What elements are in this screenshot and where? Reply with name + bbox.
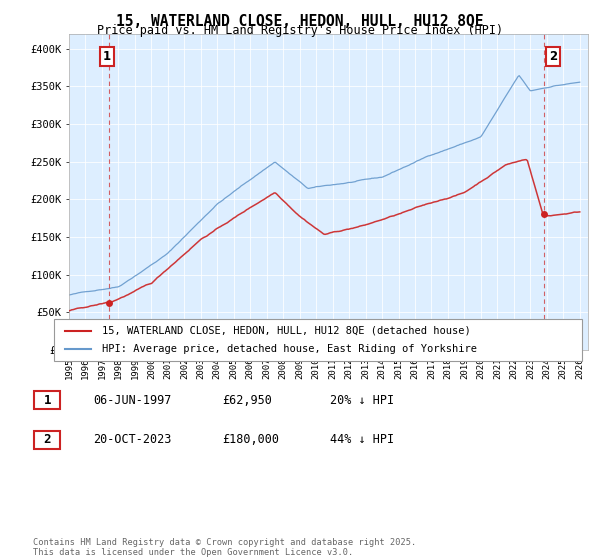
Text: £180,000: £180,000 [222, 433, 279, 446]
FancyBboxPatch shape [54, 319, 582, 361]
Text: 06-JUN-1997: 06-JUN-1997 [93, 394, 172, 407]
FancyBboxPatch shape [34, 391, 61, 409]
Text: HPI: Average price, detached house, East Riding of Yorkshire: HPI: Average price, detached house, East… [101, 344, 476, 354]
Text: 15, WATERLAND CLOSE, HEDON, HULL, HU12 8QE: 15, WATERLAND CLOSE, HEDON, HULL, HU12 8… [116, 14, 484, 29]
Text: 15, WATERLAND CLOSE, HEDON, HULL, HU12 8QE (detached house): 15, WATERLAND CLOSE, HEDON, HULL, HU12 8… [101, 326, 470, 336]
Text: 1: 1 [44, 394, 51, 407]
Text: 20% ↓ HPI: 20% ↓ HPI [330, 394, 394, 407]
Text: 20-OCT-2023: 20-OCT-2023 [93, 433, 172, 446]
Text: 2: 2 [44, 433, 51, 446]
FancyBboxPatch shape [34, 431, 61, 449]
Text: 44% ↓ HPI: 44% ↓ HPI [330, 433, 394, 446]
Text: £62,950: £62,950 [222, 394, 272, 407]
Text: Price paid vs. HM Land Registry's House Price Index (HPI): Price paid vs. HM Land Registry's House … [97, 24, 503, 37]
Text: 2: 2 [550, 50, 557, 63]
Text: Contains HM Land Registry data © Crown copyright and database right 2025.
This d: Contains HM Land Registry data © Crown c… [33, 538, 416, 557]
Text: 1: 1 [103, 50, 111, 63]
